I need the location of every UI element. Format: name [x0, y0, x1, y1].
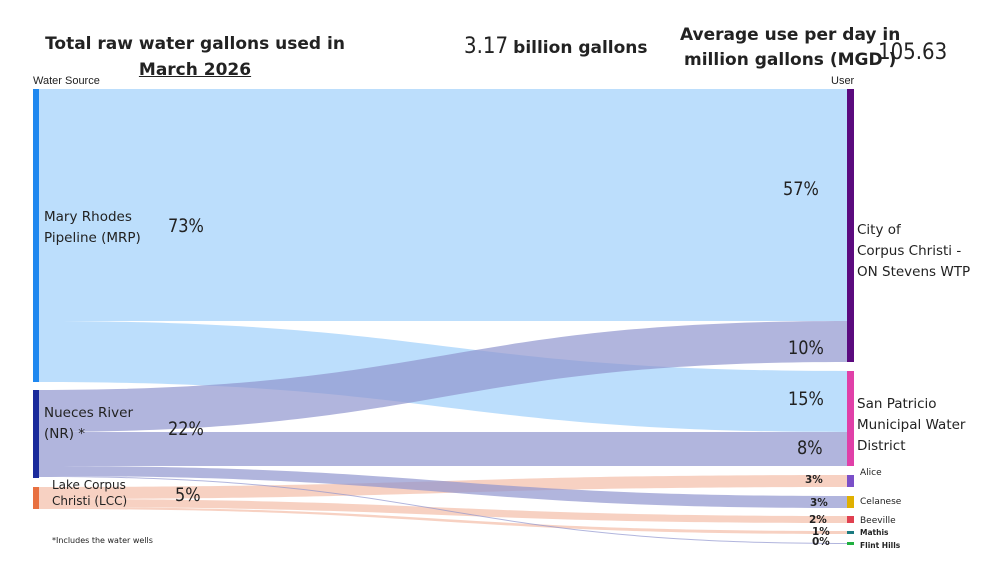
flow-pct-nr-cc: 10% [788, 337, 824, 359]
label-line: Christi (LCC) [52, 494, 128, 508]
label-line: ON Stevens WTP [857, 264, 971, 280]
avg-label-line2: million gallons (MGD ) [684, 50, 897, 70]
source-node-mrp[interactable] [33, 89, 39, 382]
source-node-lcc[interactable] [33, 487, 39, 509]
target-label-mathis: Mathis [860, 528, 889, 537]
flow-pct-lcc-mathis: 1% [812, 526, 830, 538]
target-header: User [831, 75, 855, 87]
avg-label-line1: Average use per day in [680, 25, 901, 45]
label-line: Municipal Water [857, 417, 966, 433]
flow-pct-lcc-alice: 3% [805, 474, 823, 486]
label-line: San Patricio [857, 396, 937, 412]
label-line: City of [857, 222, 901, 238]
flow-pct-nr-celanese: 3% [810, 497, 828, 509]
source-node-nr[interactable] [33, 390, 39, 478]
target-node-celanese[interactable] [847, 496, 854, 508]
total-unit: billion gallons [513, 38, 648, 58]
target-node-cc[interactable] [847, 89, 854, 362]
flow-nr-flint[interactable] [39, 476, 847, 544]
target-node-flint[interactable] [847, 542, 854, 545]
label-line: Pipeline (MRP) [44, 230, 141, 246]
label-line: (NR) * [44, 426, 86, 442]
label-line: Corpus Christi - [857, 243, 962, 259]
flow-mrp-cc[interactable] [39, 89, 847, 321]
flow-pct-nr-sp: 8% [797, 437, 823, 459]
label-line: Mary Rhodes [44, 209, 132, 225]
title-month: March 2026 [138, 60, 252, 80]
source-pct-nr: 22% [168, 418, 204, 440]
target-label-alice: Alice [860, 468, 882, 478]
target-label-cc: City of Corpus Christi - ON Stevens WTP [857, 220, 970, 283]
flow-pct-mrp-sp: 15% [788, 388, 824, 410]
label-line: District [857, 438, 906, 454]
flow-nr-sp[interactable] [39, 432, 847, 466]
source-label-nr: Nueces River (NR) * [44, 403, 133, 445]
label-line: Lake Corpus [52, 478, 126, 492]
avg-value: 105.63 [878, 40, 948, 65]
flow-lcc-beeville[interactable] [39, 499, 847, 523]
label-line: Nueces River [44, 405, 133, 421]
flow-pct-lcc-beeville: 2% [809, 514, 827, 526]
flow-pct-nr-flint: 0% [812, 536, 830, 548]
flow-pct-mrp-cc: 57% [783, 178, 819, 200]
target-node-sp[interactable] [847, 371, 854, 466]
title-line1: Total raw water gallons used in [45, 34, 345, 54]
footnote: *Includes the water wells [52, 536, 153, 545]
target-label-beeville: Beeville [860, 516, 896, 526]
source-pct-lcc: 5% [175, 484, 201, 506]
source-label-mrp: Mary Rhodes Pipeline (MRP) [44, 207, 141, 249]
total-gallons: 3.17 billion gallons [464, 34, 648, 59]
target-node-mathis[interactable] [847, 531, 854, 534]
flow-nr-celanese[interactable] [39, 466, 847, 508]
flow-lcc-mathis[interactable] [39, 507, 847, 534]
target-node-alice[interactable] [847, 475, 854, 487]
target-label-sp: San Patricio Municipal Water District [857, 394, 965, 457]
target-node-beeville[interactable] [847, 516, 854, 523]
target-label-flint: Flint Hills [860, 541, 901, 550]
target-label-celanese: Celanese [860, 497, 902, 507]
source-label-lcc: Lake Corpus Christi (LCC) [52, 477, 127, 509]
flow-nr-cc[interactable] [39, 321, 847, 432]
source-header: Water Source [33, 75, 100, 87]
total-value: 3.17 [464, 34, 509, 59]
source-pct-mrp: 73% [168, 215, 204, 237]
